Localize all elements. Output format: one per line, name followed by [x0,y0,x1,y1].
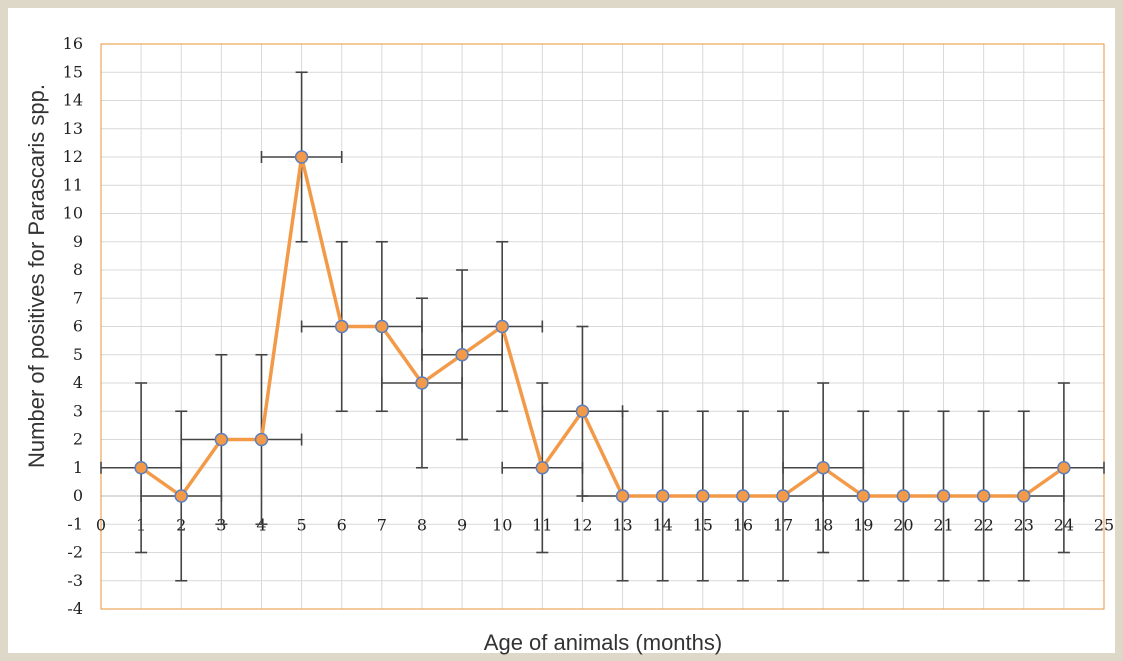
y-tick-label: 16 [63,34,83,53]
data-point [936,489,951,503]
y-tick-label: -1 [67,514,83,533]
data-point [134,461,148,475]
y-tick-label: 15 [63,62,83,81]
data-point [655,489,670,503]
data-point [976,489,991,503]
data-point [254,432,269,447]
data-point [415,376,429,390]
data-point [455,348,469,362]
y-tick-label: 5 [73,345,83,364]
data-point [575,404,590,418]
data-point [334,319,349,334]
x-tick-label: 12 [572,515,592,534]
x-tick-label: 7 [377,515,387,534]
x-tick-label: 9 [457,515,467,534]
data-point [696,489,710,503]
y-tick-label: 14 [63,91,83,110]
data-points [134,150,1071,503]
y-tick-label: -2 [67,543,83,562]
y-tick-label: -3 [67,571,83,590]
x-tick-label: 10 [492,515,512,534]
data-point [1057,461,1071,475]
data-point [294,150,309,164]
y-tick-label: 1 [73,458,83,477]
data-point [214,432,229,447]
data-point [856,489,871,503]
data-point [375,319,389,334]
y-tick-label: 0 [73,486,83,505]
y-tick-label: 3 [73,401,83,420]
y-tick-label: 10 [63,204,83,223]
data-point [495,319,509,334]
data-point [1017,489,1031,503]
y-tick-label: -4 [67,599,83,618]
data-point [776,489,790,503]
y-tick-label: 11 [63,175,83,194]
data-point [615,489,630,503]
data-point [535,461,550,475]
data-point [896,489,911,503]
data-point [174,489,188,503]
y-tick-label: 4 [73,373,83,392]
x-tick-label: 6 [337,515,347,534]
x-tick-label: 0 [96,515,106,534]
y-tick-label: 6 [73,317,83,336]
x-tick-label: 25 [1094,515,1114,534]
y-tick-label: 9 [73,232,83,251]
x-axis-title: Age of animals (months) [484,630,722,655]
y-tick-label: 13 [63,119,83,138]
y-tick-label: 2 [73,430,83,449]
x-axis-tick-labels: 0123456789101112131415161718192021222324… [96,515,1114,534]
plot-area-border [100,43,1105,610]
y-axis-title: Number of positives for Parascaris spp. [24,84,49,468]
data-point [816,461,830,475]
x-tick-label: 8 [417,515,427,534]
x-tick-label: 5 [297,515,307,534]
y-tick-label: 12 [63,147,83,166]
y-tick-label: 7 [73,288,83,307]
y-tick-label: 8 [73,260,83,279]
data-point [736,489,750,503]
